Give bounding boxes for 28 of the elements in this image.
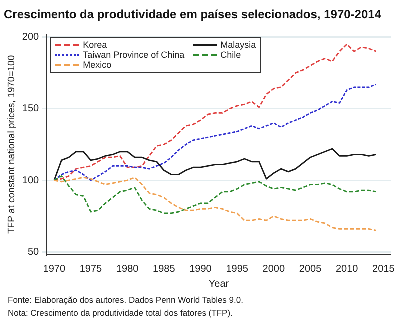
y-tick-label: 200	[22, 32, 40, 44]
line-series	[54, 84, 378, 182]
x-tick-label: 2005	[299, 264, 322, 275]
x-tick-label: 1995	[226, 264, 249, 275]
line-series	[54, 176, 378, 214]
source-note: Fonte: Elaboração dos autores. Dados Penn World Tables 9.0.	[8, 294, 244, 307]
chart-title: Crescimento da produtividade em países selecionados, 1970-2014	[4, 8, 382, 22]
legend-label: Mexico	[83, 60, 112, 70]
line-series	[54, 44, 378, 182]
x-tick-label: 1975	[80, 264, 103, 275]
x-tick-label: 1990	[190, 264, 212, 275]
legend-label: Taiwan Province of China	[83, 50, 185, 60]
x-axis-title: Year	[208, 278, 230, 290]
y-axis-title: TFP at constant national prices, 1970=100	[6, 55, 18, 234]
y-tick-label: 150	[22, 104, 40, 115]
x-tick-label: 2000	[262, 264, 286, 275]
legend-label: Malaysia	[220, 40, 256, 50]
x-tick-label: 1985	[153, 264, 176, 275]
y-tick-label: 100	[22, 175, 40, 186]
x-tick-label: 2015	[372, 264, 396, 275]
text: Nota: Crescimento da produtividade total dos fatores (TFP).	[8, 307, 234, 320]
legend-label: Korea	[83, 40, 108, 50]
line-series	[54, 176, 378, 232]
x-tick-label: 2010	[336, 264, 359, 275]
x-tick-label: 1980	[116, 264, 140, 275]
x-tick-label: 1970	[43, 264, 66, 275]
legend-label: Chile	[220, 50, 242, 60]
y-tick-label: 50	[28, 246, 40, 258]
